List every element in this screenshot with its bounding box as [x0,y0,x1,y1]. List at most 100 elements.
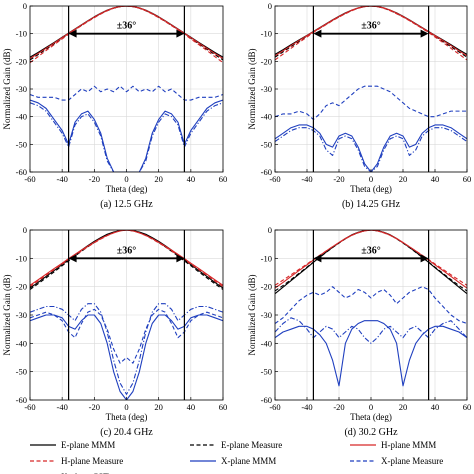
series-group [30,6,223,172]
series-group [30,230,223,400]
series-group [275,6,467,172]
series-x-plane-measure [275,286,467,325]
arrow-head-right [176,254,185,263]
legend-entry: E-plane MMM [61,440,115,450]
y-tick-label: -20 [16,56,27,66]
coverage-label: ±36° [117,245,137,256]
y-tick-label: -50 [16,367,27,377]
series-h-plane-measure [275,6,467,61]
y-tick-label: -20 [261,56,272,66]
coverage-label: ±36° [117,21,137,32]
series-e-plane-mmm [30,230,223,289]
x-tick-label: 60 [219,402,228,412]
y-tick-label: 0 [268,225,272,235]
arrow-head-left [68,254,77,263]
y-tick-label: -60 [16,395,27,405]
subplot-caption: (d) 30.2 GHz [344,427,398,438]
series-e-plane-measure [30,230,223,290]
x-tick-label: 0 [369,402,373,412]
subplot-caption: (c) 20.4 GHz [100,427,153,438]
arrow-head-right [420,29,429,38]
x-tick-label: -40 [301,174,312,184]
y-tick-label: -30 [261,84,272,94]
y-tick-label: -20 [16,282,27,292]
y-tick-label: -30 [16,310,27,320]
series-x-plane-measure [30,85,223,101]
legend-entry: H-plane MMM [381,440,436,450]
x-tick-label: 0 [124,174,128,184]
coverage-label: ±36° [361,245,381,256]
y-tick-label: -10 [261,29,272,39]
y-tick-label: -60 [261,167,272,177]
arrow-head-left [313,29,322,38]
x-axis-label: Theta (deg) [350,184,392,194]
x-tick-label: 40 [187,402,196,412]
series-h-plane-mmm [30,230,223,286]
legend: E-plane MMM E-plane Measure H-plane MMM H-p… [30,440,443,474]
subplot-1: ±36° -60 -40 -20 0 20 40 60 0 -10 -20 -30 -40 -50 -60 T… [2,1,227,210]
x-axis-label: Theta (deg) [106,184,148,194]
x-tick-label: 40 [431,402,440,412]
arrow-head-left [313,254,322,263]
y-tick-label: -10 [261,253,272,263]
x-tick-label: -60 [269,174,280,184]
x-tick-label: 20 [399,174,408,184]
series-x-plane-mmm [30,99,223,172]
x-tick-label: 60 [219,174,228,184]
y-tick-label: 0 [23,1,27,11]
y-axis-label: Normalized Gain (dB) [2,49,12,130]
y-axis-label: Normalized Gain (dB) [247,275,257,356]
legend-entry: E-plane Measure [221,440,282,450]
x-axis-label: Theta (deg) [106,412,148,422]
y-tick-label: -20 [261,282,272,292]
y-tick-label: -50 [261,367,272,377]
y-tick-label: -40 [261,338,272,348]
x-tick-label: -60 [24,402,35,412]
x-axis-label: Theta (deg) [350,412,392,422]
y-tick-label: -30 [16,84,27,94]
y-tick-label: 0 [268,1,272,11]
x-tick-label: -40 [56,402,67,412]
x-tick-label: -60 [24,174,35,184]
x-tick-label: 40 [431,174,440,184]
x-tick-label: -40 [301,402,312,412]
series-h-plane-mmm [275,6,467,57]
x-tick-label: 40 [187,174,196,184]
y-tick-label: -40 [16,112,27,122]
series-x-plane-cst [275,317,467,344]
x-tick-label: -20 [89,402,100,412]
x-tick-label: -20 [333,402,344,412]
x-tick-label: -20 [333,174,344,184]
x-tick-label: 20 [154,402,163,412]
y-tick-label: -60 [16,167,27,177]
y-tick-label: -10 [16,29,27,39]
subplot-caption: (b) 14.25 GHz [342,199,401,210]
x-tick-label: 60 [463,402,472,412]
x-tick-label: 60 [463,174,472,184]
series-e-plane-measure [275,230,467,292]
series-x-plane-mmm [30,314,223,400]
y-axis-label: Normalized Gain (dB) [2,275,12,356]
x-tick-label: 0 [369,174,373,184]
subplot-2: ±36° -60 -40 -20 0 20 40 60 0 -10 -20 -30 -40 -50 -60 T… [247,1,471,210]
y-tick-label: -10 [16,253,27,263]
legend-entry: X-plane MMM [221,456,276,466]
series-group [275,230,467,387]
x-tick-label: -60 [269,402,280,412]
series-x-plane-cst [30,102,223,172]
series-x-plane-cst [30,303,223,395]
series-x-plane-mmm [275,320,467,387]
subplot-caption: (a) 12.5 GHz [100,199,153,210]
y-tick-label: -50 [16,139,27,149]
y-tick-label: -30 [261,310,272,320]
coverage-label: ±36° [361,21,381,32]
series-x-plane-measure [275,85,467,120]
y-tick-label: -60 [261,395,272,405]
x-tick-label: 0 [124,402,128,412]
arrow-head-left [68,29,77,38]
legend-entry: H-plane Measure [61,456,123,466]
series-h-plane-mmm [275,230,467,289]
y-axis-label: Normalized Gain (dB) [247,49,257,130]
x-tick-label: -20 [89,174,100,184]
x-tick-label: 20 [399,402,408,412]
